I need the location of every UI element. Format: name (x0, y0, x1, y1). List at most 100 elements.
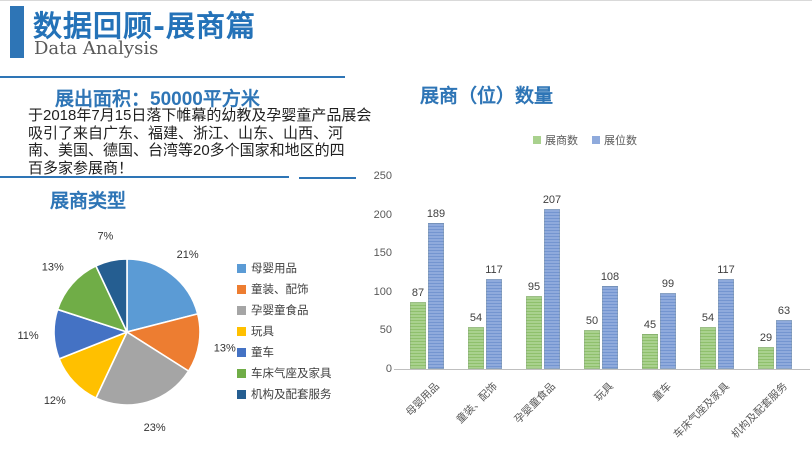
pie-percent-label: 23% (144, 422, 166, 434)
pie-percent-label: 11% (17, 330, 38, 342)
pie-legend-item: 玩具 (237, 323, 332, 339)
pie-legend-item: 孕婴童食品 (237, 302, 332, 318)
x-axis-line (394, 369, 810, 370)
bar-value-label: 87 (411, 286, 425, 299)
x-axis-category-label: 童装、配饰 (454, 380, 500, 427)
x-axis-category-label: 童车 (650, 380, 674, 404)
bar-legend-label: 展位数 (604, 135, 637, 147)
pie-legend-label: 孕婴童食品 (251, 305, 309, 317)
pie-legend-item: 车床气座及家具 (237, 365, 332, 381)
pie-legend-item: 母婴用品 (237, 260, 332, 276)
bar-value-label: 95 (527, 280, 541, 293)
page-subtitle: Data Analysis (34, 38, 159, 59)
legend-swatch-icon (592, 136, 600, 144)
bar-value-label: 99 (661, 277, 675, 290)
bar-value-label: 29 (759, 331, 773, 344)
legend-swatch-icon (237, 326, 246, 336)
x-axis-category-label: 母婴用品 (403, 380, 442, 419)
pie-legend-label: 车床气座及家具 (251, 368, 332, 380)
pie-legend: 母婴用品童装、配饰孕婴童食品玩具童车车床气座及家具 机构及配套服务 (237, 260, 332, 407)
pie-legend-label: 玩具 (251, 326, 274, 338)
x-axis-category-label: 孕婴童食品 (512, 380, 558, 427)
legend-swatch-icon (237, 263, 246, 273)
bar-展商数-机构及配套服务 (758, 346, 774, 369)
bar-value-label: 54 (701, 312, 715, 325)
bar-value-label: 117 (485, 263, 503, 276)
bar-chart: 展商数 展位数 0 50 100 150 200 250 87 189 母婴用品 54 117 童装、配… (360, 119, 810, 451)
bar-chart-title: 展商（位）数量 (420, 86, 554, 107)
pie-chart-title: 展商类型 (50, 191, 127, 212)
x-axis-category-label: 车床气座及家具 (671, 380, 732, 441)
paragraph-line: 于2018年7月15日落下帷幕的幼教及孕婴童产品展会 (28, 107, 372, 124)
bar-展位数-童车 (660, 292, 676, 369)
y-axis-tick-label: 150 (373, 247, 392, 260)
bar-展位数-玩具 (602, 285, 618, 369)
pie-percent-label: 13% (214, 342, 236, 354)
y-axis-tick-label: 200 (373, 208, 392, 221)
paragraph-divider-left (0, 176, 289, 178)
bar-展位数-车床气座及家具 (718, 278, 734, 369)
pie-slice-车床气座及家具 (56, 265, 128, 333)
pie-legend-label: 童车 (251, 347, 274, 359)
bar-展位数-机构及配套服务 (776, 320, 792, 369)
header-divider (0, 76, 345, 78)
pie-slice-童装、配饰 (126, 313, 201, 372)
bar-legend: 展商数 展位数 (360, 132, 810, 148)
bar-展商数-童装、配饰 (468, 327, 484, 369)
pie-chart-svg: 21% 13% 23% 12% 11% 13% 7% (17, 230, 236, 434)
bar-value-label: 108 (600, 270, 620, 283)
y-axis-tick-label: 0 (385, 363, 392, 375)
bar-展商数-母婴用品 (410, 301, 426, 369)
pie-legend-item: 童车 (237, 344, 332, 360)
pie-legend-item: 机构及配套服务 (237, 386, 332, 402)
bar-value-label: 45 (643, 319, 657, 332)
pie-chart: 21% 13% 23% 12% 11% 13% 7% (12, 222, 242, 444)
bar-展商数-童车 (642, 334, 658, 369)
pie-percent-label: 12% (44, 395, 66, 407)
x-axis-category-label: 机构及配套服务 (729, 380, 790, 441)
paragraph-line: 吸引了来自广东、福建、浙江、山东、山西、河 (28, 124, 344, 142)
bar-legend-item: 展商数 (533, 132, 578, 148)
paragraph-line: 南、美国、德国、台湾等20多个国家和地区的四 (28, 142, 345, 159)
y-axis-tick-label: 250 (373, 170, 392, 182)
bar-value-label: 50 (585, 315, 599, 328)
bar-展位数-童装、配饰 (486, 278, 502, 369)
bar-legend-label: 展商数 (545, 135, 578, 147)
bar-展商数-玩具 (584, 330, 600, 369)
bar-value-label: 63 (777, 305, 791, 318)
bar-展商数-车床气座及家具 (700, 327, 716, 369)
legend-swatch-icon (237, 368, 246, 378)
page-title: 数据回顾-展商篇 (33, 9, 257, 43)
y-axis-tick-label: 50 (379, 324, 392, 337)
bar-展位数-孕婴童食品 (544, 209, 560, 369)
pie-percent-label: 13% (42, 262, 64, 274)
legend-swatch-icon (237, 284, 246, 294)
bar-legend-item: 展位数 (592, 132, 637, 148)
bar-value-label: 189 (426, 208, 446, 221)
bar-展商数-孕婴童食品 (526, 295, 542, 369)
legend-swatch-icon (533, 136, 541, 144)
bar-value-label: 117 (717, 263, 735, 276)
paragraph-line: 百多家参展商！ (28, 159, 134, 177)
y-axis-tick-label: 100 (373, 285, 392, 298)
paragraph-divider-right (299, 177, 356, 179)
title-accent-bar (10, 6, 24, 58)
pie-percent-label: 21% (177, 249, 199, 261)
bar-展位数-母婴用品 (428, 223, 444, 369)
legend-swatch-icon (237, 389, 246, 399)
legend-swatch-icon (237, 347, 246, 357)
legend-swatch-icon (237, 305, 246, 315)
bar-value-label: 207 (542, 194, 562, 207)
pie-percent-label: 7% (97, 230, 113, 242)
pie-slice-母婴用品 (126, 258, 199, 333)
pie-legend-label: 母婴用品 (251, 263, 297, 275)
pie-legend-label: 童装、配饰 (251, 284, 309, 296)
exhibition-area-heading: 展出面积：50000平方米 (55, 89, 260, 110)
pie-legend-label: 机构及配套服务 (251, 389, 332, 401)
intro-paragraph: 于2018年7月15日落下帷幕的幼教及孕婴童产品展会 吸引了来自广东、福建、浙江… (28, 107, 380, 177)
pie-legend-item: 童装、配饰 (237, 281, 332, 297)
x-axis-category-label: 玩具 (592, 380, 616, 404)
bar-value-label: 54 (469, 312, 483, 325)
pie-slice-机构及配套服务 (95, 258, 128, 333)
